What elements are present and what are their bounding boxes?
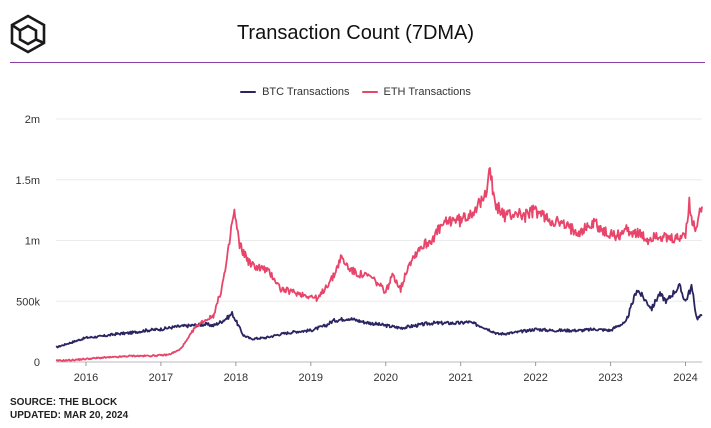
x-tick-label: 2024	[673, 372, 697, 384]
legend-item-btc[interactable]: BTC Transactions	[240, 86, 350, 98]
title-divider	[10, 62, 705, 63]
chart-title: Transaction Count (7DMA)	[236, 22, 475, 44]
transaction-count-chart: 0 500k 1m 1.5m 2m 2016 2017 2018 2019 2020 2021 202…	[16, 114, 703, 384]
updated-label: UPDATED: MAR 20, 2024	[10, 410, 129, 421]
the-block-logo-icon	[10, 14, 46, 54]
x-tick-label: 2020	[374, 372, 398, 384]
source-label: SOURCE: THE BLOCK	[10, 397, 118, 408]
x-tick-label: 2016	[74, 372, 98, 384]
x-tick-label: 2022	[523, 372, 547, 384]
y-tick-label: 1m	[25, 236, 40, 248]
y-tick-label: 2m	[25, 114, 40, 126]
y-tick-label: 1.5m	[16, 175, 40, 187]
legend-swatch-eth	[361, 91, 378, 93]
source-note: SOURCE: THE BLOCK UPDATED: MAR 20, 2024	[10, 396, 128, 422]
x-tick-label: 2017	[149, 372, 173, 384]
btc-transactions-line	[55, 283, 703, 349]
x-tick-label: 2021	[448, 372, 472, 384]
legend-item-eth[interactable]: ETH Transactions	[361, 86, 471, 98]
x-tick-label: 2018	[224, 372, 248, 384]
x-tick-label: 2019	[299, 372, 323, 384]
legend-label-btc: BTC Transactions	[262, 86, 350, 98]
y-tick-label: 0	[34, 357, 40, 369]
y-tick-label: 500k	[16, 296, 40, 308]
legend-label-eth: ETH Transactions	[383, 86, 471, 98]
legend-swatch-btc	[240, 91, 257, 93]
x-tick-label: 2023	[598, 372, 622, 384]
eth-transactions-line	[55, 167, 703, 363]
chart-legend: BTC Transactions ETH Transactions	[0, 86, 711, 98]
